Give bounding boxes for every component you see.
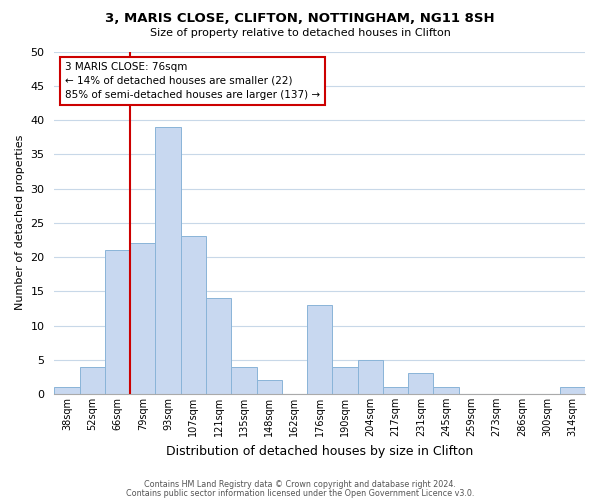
- Text: Contains HM Land Registry data © Crown copyright and database right 2024.: Contains HM Land Registry data © Crown c…: [144, 480, 456, 489]
- Bar: [560, 387, 585, 394]
- Bar: [130, 244, 155, 394]
- Bar: [181, 236, 206, 394]
- Bar: [332, 366, 358, 394]
- Bar: [307, 305, 332, 394]
- Bar: [257, 380, 282, 394]
- Bar: [105, 250, 130, 394]
- Bar: [408, 374, 433, 394]
- Bar: [433, 387, 458, 394]
- Text: 3, MARIS CLOSE, CLIFTON, NOTTINGHAM, NG11 8SH: 3, MARIS CLOSE, CLIFTON, NOTTINGHAM, NG1…: [105, 12, 495, 26]
- Bar: [231, 366, 257, 394]
- Y-axis label: Number of detached properties: Number of detached properties: [15, 135, 25, 310]
- Bar: [80, 366, 105, 394]
- Bar: [155, 127, 181, 394]
- Bar: [206, 298, 231, 394]
- Text: Size of property relative to detached houses in Clifton: Size of property relative to detached ho…: [149, 28, 451, 38]
- Bar: [55, 387, 80, 394]
- Text: Contains public sector information licensed under the Open Government Licence v3: Contains public sector information licen…: [126, 488, 474, 498]
- X-axis label: Distribution of detached houses by size in Clifton: Distribution of detached houses by size …: [166, 444, 473, 458]
- Bar: [383, 387, 408, 394]
- Text: 3 MARIS CLOSE: 76sqm
← 14% of detached houses are smaller (22)
85% of semi-detac: 3 MARIS CLOSE: 76sqm ← 14% of detached h…: [65, 62, 320, 100]
- Bar: [358, 360, 383, 394]
